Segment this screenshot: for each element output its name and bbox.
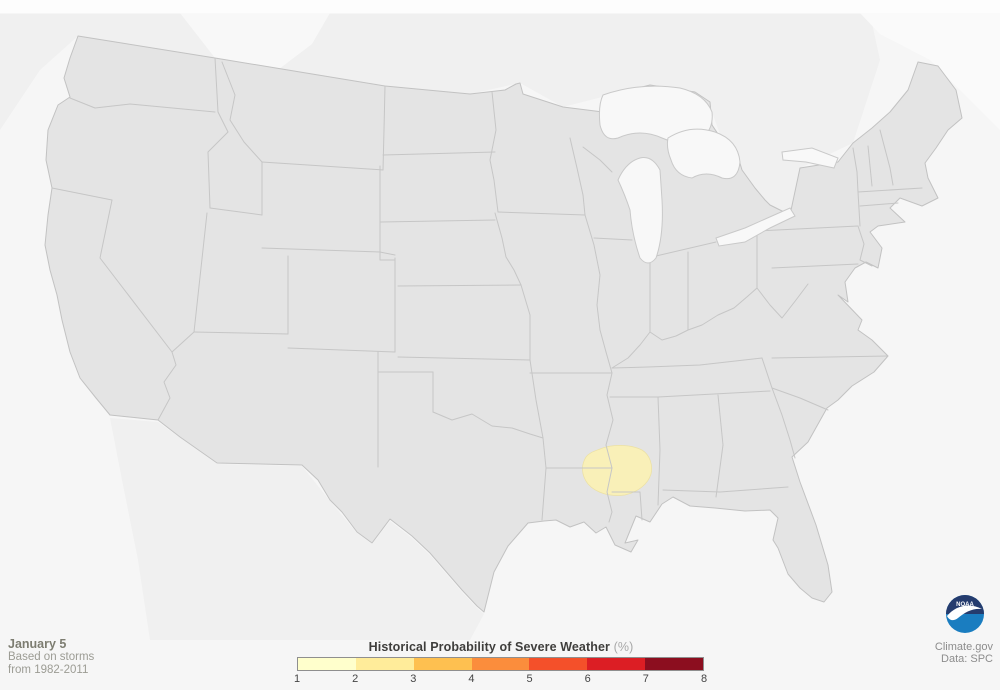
legend-segment-3 [413,658,472,670]
great-lakes [598,85,839,264]
credits-block: Climate.gov Data: SPC [935,641,993,665]
noaa-logo-text: NOAA [956,602,974,608]
legend-colorbar [297,657,704,671]
canada-land [0,14,880,232]
date-subtitle-1: Based on storms [8,651,95,663]
legend-segment-2 [355,658,414,670]
us-land [44,35,963,613]
lake-erie [715,207,796,247]
legend-tick-8: 8 [700,673,708,685]
legend-title: Historical Probability of Severe Weather… [147,640,855,654]
legend-title-text: Historical Probability of Severe Weather [368,640,611,654]
legend-segment-4 [471,658,530,670]
legend-unit: (%) [613,640,634,654]
credit-climate-gov: Climate.gov [934,641,993,653]
noaa-seagull-icon [947,605,982,621]
lake-huron [666,128,741,180]
state-borders [51,57,923,523]
legend-tick-2: 2 [352,673,359,685]
noaa-logo: NOAA [946,595,984,633]
lake-ontario [781,147,839,169]
legend-segment-1 [298,658,356,670]
lake-michigan [617,157,663,264]
date-block: January 5 Based on storms from 1982-2011 [8,638,94,677]
date-label: January 5 [8,637,67,651]
legend-segment-5 [529,658,588,670]
legend-segment-7 [645,658,704,670]
legend-tick-1: 1 [293,673,301,685]
legend-ticks: 1 2 3 4 5 6 7 8 [293,673,708,687]
mexico-land [110,418,484,640]
canada-lake-patch [180,13,330,82]
legend-tick-3: 3 [410,673,417,685]
probability-region-1pct [582,445,652,496]
credit-data-source: Data: SPC [941,653,993,665]
legend-segment-6 [587,658,646,670]
atlantic-white-patch [860,13,1000,130]
legend-tick-5: 5 [526,673,533,685]
date-subtitle-2: from 1982-2011 [8,664,89,676]
legend-tick-6: 6 [584,673,591,685]
top-white-strip [0,0,1000,13]
legend-tick-7: 7 [642,673,649,685]
legend-tick-4: 4 [468,673,475,685]
